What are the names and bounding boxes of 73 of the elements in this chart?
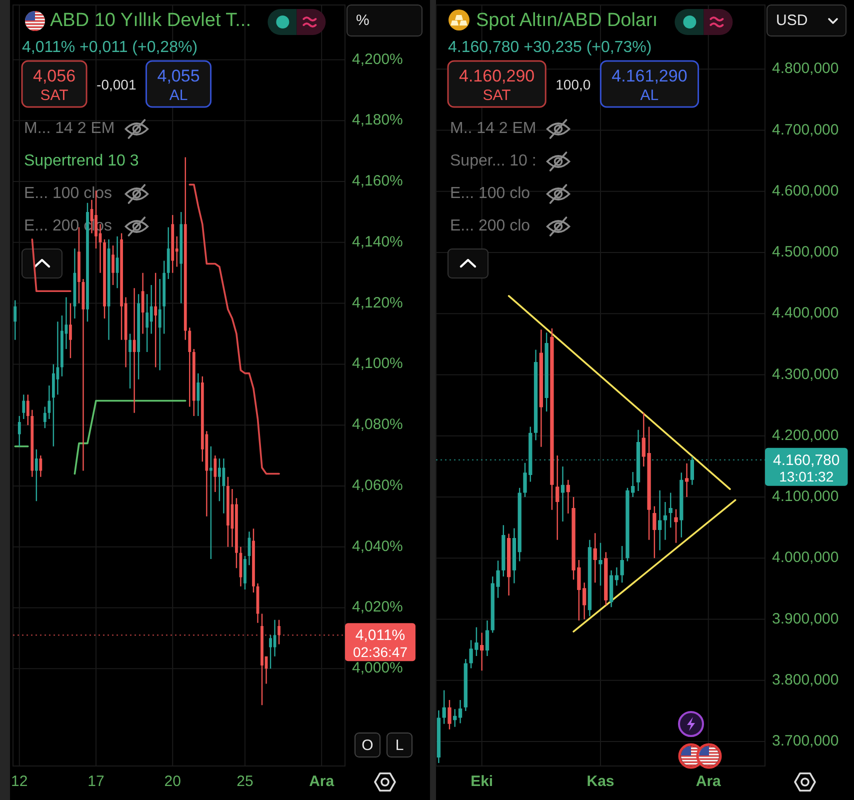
y-tick-label: 4,200% — [352, 50, 403, 68]
y-tick-label: 4,040% — [352, 538, 403, 555]
y-tick-label: 4,180% — [352, 112, 403, 129]
candlestick — [158, 278, 162, 370]
candlestick — [684, 463, 689, 498]
x-tick-label: 12 — [11, 772, 28, 790]
text: 02:36:47 — [353, 644, 408, 660]
text: 4.160,780 +30,235 (+0,73%) — [448, 39, 652, 56]
candlestick — [222, 458, 226, 514]
x-tick-label: 20 — [164, 772, 181, 790]
annotation: SAT — [482, 86, 511, 104]
annotation: -0,001 — [96, 76, 136, 93]
chart-title: Spot Altın/ABD Doları — [476, 10, 658, 32]
annotation: 4,055 — [157, 66, 200, 86]
annotation: M... 14 2 EM — [24, 120, 115, 138]
annotation: E... 200 clo — [450, 218, 530, 235]
y-tick-label: 4,160% — [352, 172, 403, 190]
x-tick-label: Eki — [470, 772, 494, 790]
candlestick — [480, 632, 484, 671]
candlestick — [48, 386, 51, 419]
line-series — [188, 184, 280, 475]
text: Supertrend 10 3 — [24, 152, 139, 170]
x-tick-label: Ara — [696, 772, 722, 790]
y-tick-label: 4.000,000 — [772, 549, 839, 566]
annotation: E... 100 clo — [450, 185, 530, 202]
chart-title: ABD 10 Yıllık Devlet T... — [50, 10, 251, 32]
x-tick-label: Kas — [586, 772, 614, 790]
annotation: M.. 14 2 EM — [450, 120, 536, 138]
annotation: 4,056 — [32, 66, 76, 86]
text: 4,011% — [355, 627, 406, 644]
text: O — [362, 736, 374, 754]
x-tick-label: 17 — [88, 772, 104, 790]
x-tick-label: Ara — [309, 772, 335, 790]
annotation: 4.160,290 — [458, 66, 535, 86]
annotation: SAT — [40, 86, 68, 104]
y-tick-label: 4,000% — [352, 660, 403, 677]
y-tick-label: 3.900,000 — [772, 610, 839, 628]
annotation: 100,0 — [556, 76, 591, 93]
y-tick-label: 4,080% — [352, 416, 403, 434]
candlestick — [663, 502, 668, 540]
candlestick — [82, 278, 85, 471]
text: 4.160,780 — [773, 452, 840, 469]
text: 4,011% +0,011 (+0,28%) — [22, 39, 198, 56]
text: USD — [776, 12, 808, 29]
y-tick-label: 4.600,000 — [772, 182, 839, 200]
y-tick-label: 4.700,000 — [772, 121, 839, 138]
y-tick-label: 4,140% — [352, 233, 403, 250]
y-tick-label: 4,100% — [352, 355, 403, 372]
candlestick — [132, 288, 136, 413]
line-series — [74, 400, 186, 475]
candlestick — [658, 490, 662, 550]
y-tick-label: 4.800,000 — [772, 60, 839, 78]
y-tick-label: 3.700,000 — [772, 732, 839, 750]
y-tick-label: 4.500,000 — [772, 244, 839, 261]
y-tick-label: 4.400,000 — [772, 304, 839, 322]
y-tick-label: 4,060% — [352, 476, 403, 494]
candlestick — [141, 272, 144, 334]
annotation: AL — [169, 86, 188, 104]
candlestick — [614, 567, 619, 586]
text: L — [395, 736, 404, 754]
candlestick — [560, 466, 565, 522]
annotation: Super... 10 : — [450, 152, 536, 170]
text: 13:01:32 — [779, 468, 834, 485]
annotation: AL — [640, 86, 659, 104]
text: % — [356, 12, 370, 29]
y-tick-label: 4.300,000 — [772, 366, 839, 383]
annotation: 4.161,290 — [612, 66, 688, 86]
x-tick-label: 25 — [236, 772, 254, 790]
y-tick-label: 4,020% — [352, 598, 403, 616]
y-tick-label: 4.200,000 — [772, 426, 839, 444]
y-tick-label: 4,120% — [352, 294, 403, 312]
y-tick-label: 4.100,000 — [772, 488, 839, 506]
y-tick-label: 3.800,000 — [772, 671, 839, 688]
